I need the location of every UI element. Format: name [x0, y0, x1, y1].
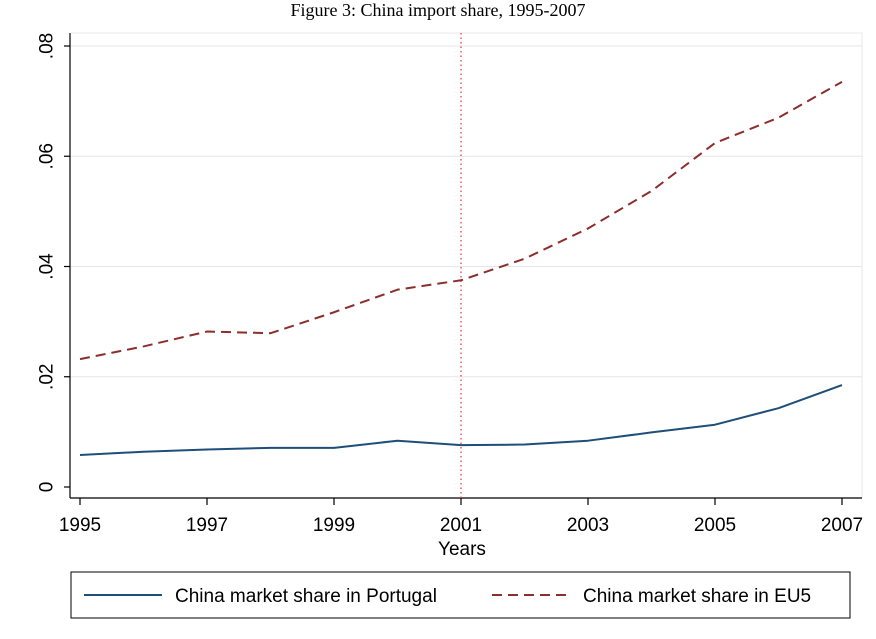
y-tick-label: .04 — [37, 253, 58, 280]
gridlines — [70, 45, 862, 378]
x-tick-label: 2001 — [440, 515, 482, 536]
y-tick-label: 0 — [37, 482, 58, 493]
x-axis-ticks: 1995 1997 1999 2001 2003 2005 2007 — [59, 498, 863, 536]
axes — [69, 33, 862, 499]
y-axis-ticks: 0 .02 .04 .06 .08 — [37, 33, 70, 493]
y-tick-label: .08 — [37, 33, 58, 59]
x-tick-label: 2007 — [821, 515, 863, 536]
series-line-portugal — [79, 384, 843, 457]
series-lines — [79, 80, 843, 457]
x-tick-label: 2005 — [694, 515, 736, 536]
figure-caption: Figure 3: China import share, 1995-2007 — [291, 0, 586, 20]
x-tick-label: 2003 — [567, 515, 609, 536]
x-tick-label: 1995 — [59, 515, 101, 536]
x-axis-title: Years — [438, 539, 486, 560]
x-tick-label: 1997 — [186, 515, 228, 536]
series-line-eu5 — [79, 80, 843, 361]
legend: China market share in Portugal China mar… — [70, 571, 851, 619]
y-tick-label: .06 — [37, 143, 58, 169]
legend-label-portugal: China market share in Portugal — [175, 586, 437, 607]
legend-box — [70, 571, 851, 619]
y-tick-label: .02 — [37, 364, 58, 390]
legend-label-eu5: China market share in EU5 — [583, 586, 811, 607]
x-tick-label: 1999 — [313, 515, 355, 536]
plot-area — [69, 32, 863, 499]
